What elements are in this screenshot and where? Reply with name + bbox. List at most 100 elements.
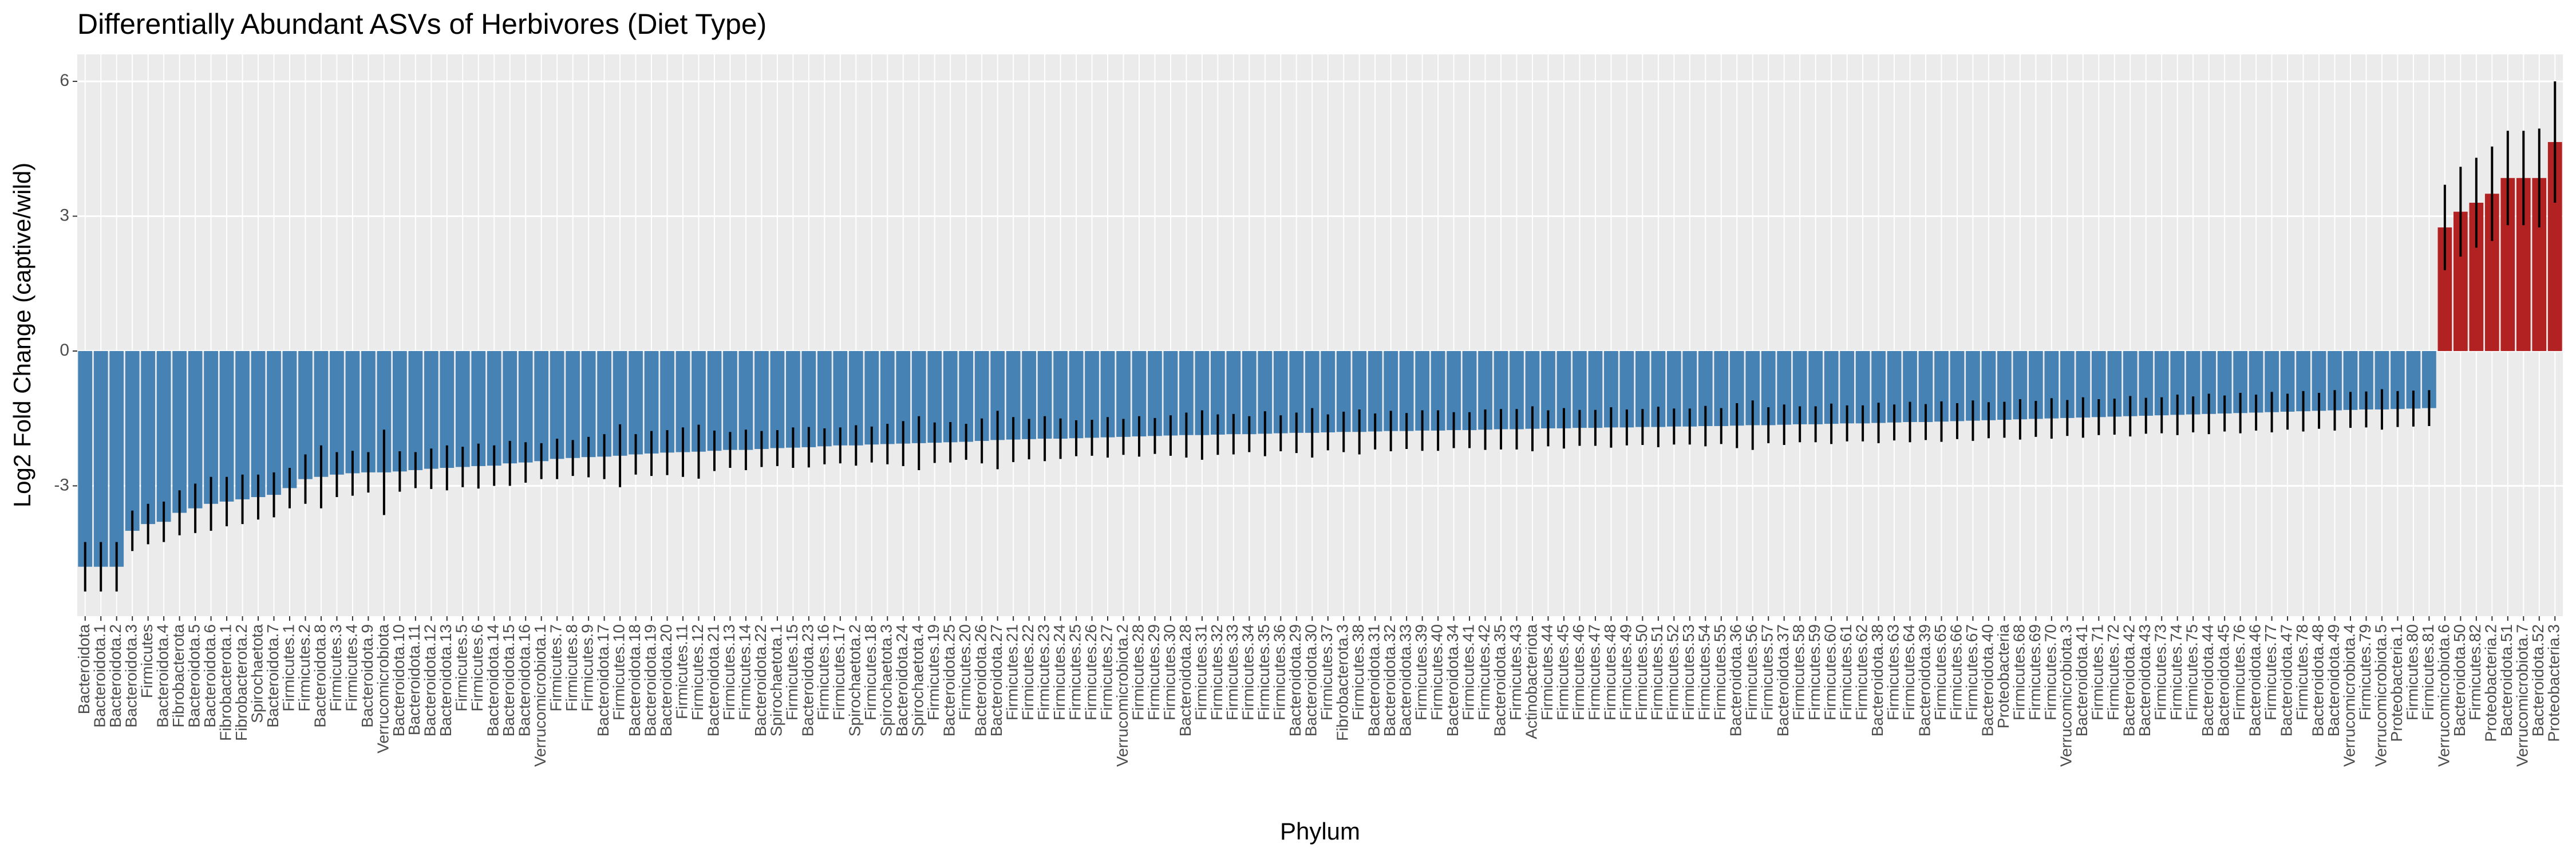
x-tick-label: Firmicutes.4 (342, 624, 360, 711)
x-tick-label: Bacteroidota.45 (2215, 624, 2233, 736)
x-tick-label: Spirochaetota.4 (909, 624, 927, 736)
grid (77, 54, 2563, 616)
x-tick-label: Firmicutes.5 (453, 624, 471, 711)
bar (78, 350, 93, 567)
y-tick-label: -3 (54, 475, 69, 494)
x-tick-label: Proteobacteria.1 (2388, 624, 2405, 742)
x-tick-label: Bacteroidota.24 (893, 624, 911, 736)
x-tick-label: Firmicutes.50 (1633, 624, 1650, 720)
x-tick-label: Bacteroidota.14 (484, 624, 502, 736)
x-tick-label: Bacteroidota.17 (594, 624, 612, 736)
x-tick-label: Firmicutes.26 (1082, 624, 1100, 720)
bar (534, 350, 549, 462)
x-tick-label: Bacteroidota.3 (123, 624, 140, 728)
bar (267, 350, 281, 495)
x-tick-label: Firmicutes.23 (1034, 624, 1052, 720)
x-tick-label: Firmicutes.60 (1822, 624, 1839, 720)
x-tick-label: Bacteroidota.34 (1444, 624, 1461, 736)
x-tick-label: Firmicutes.54 (1696, 624, 1713, 720)
x-tick-label: Firmicutes.14 (736, 624, 753, 720)
x-tick-label: Bacteroidota.20 (657, 624, 675, 736)
x-tick-label: Firmicutes.30 (1160, 624, 1178, 720)
x-tick-label: Verrucomicrobiota.6 (2435, 624, 2452, 767)
x-tick-label: Firmicutes.59 (1805, 624, 1823, 720)
x-tick-label: Firmicutes.19 (924, 624, 942, 720)
x-tick-label: Firmicutes.52 (1664, 624, 1682, 720)
x-tick-label: Bacteroidota.48 (2309, 624, 2326, 736)
x-tick-label: Firmicutes.46 (1570, 624, 1587, 720)
x-tick-label: Firmicutes.51 (1648, 624, 1666, 720)
x-tick-label: Bacteroidota.49 (2325, 624, 2342, 736)
x-tick-label: Firmicutes.24 (1050, 624, 1068, 720)
x-tick-label: Bacteroidota (75, 624, 93, 715)
x-tick-label: Firmicutes.13 (720, 624, 738, 720)
x-tick-label: Firmicutes.6 (468, 624, 486, 711)
x-tick-label: Firmicutes.3 (327, 624, 345, 711)
x-tick-label: Bacteroidota.11 (405, 624, 423, 735)
x-tick-label: Bacteroidota.35 (1491, 624, 1508, 736)
y-tick-label: 6 (60, 71, 69, 90)
x-tick-label: Firmicutes.36 (1271, 624, 1289, 720)
x-tick-label: Verrucomicrobiota.2 (1113, 624, 1131, 767)
x-tick-label: Bacteroidota.50 (2451, 624, 2468, 736)
x-tick-label: Firmicutes.61 (1837, 624, 1855, 720)
x-tick-label: Firmicutes.15 (783, 624, 801, 720)
x-tick-label: Bacteroidota.42 (2120, 624, 2138, 736)
x-tick-label: Spirochaetota (248, 624, 266, 723)
y-tick-label: 0 (60, 341, 69, 360)
bar (141, 350, 156, 525)
x-tick-label: Bacteroidota.16 (516, 624, 534, 736)
x-tick-label: Firmicutes.2 (295, 624, 313, 711)
x-tick-label: Firmicutes.22 (1019, 624, 1037, 720)
x-tick-label: Firmicutes.12 (689, 624, 706, 720)
x-tick-label: Firmicutes.27 (1097, 624, 1115, 720)
x-tick-label: Bacteroidota.31 (1365, 624, 1383, 736)
bar (109, 350, 124, 567)
x-tick-label: Spirochaetota.2 (846, 624, 864, 736)
x-tick-label: Bacteroidota.9 (358, 624, 376, 728)
x-tick-label: Firmicutes.53 (1680, 624, 1697, 720)
x-tick-label: Firmicutes.29 (1145, 624, 1163, 720)
x-tick-label: Firmicutes.44 (1538, 624, 1556, 720)
x-tick-label: Verrucomicrobiota.5 (2372, 624, 2389, 767)
x-tick-label: Firmicutes.28 (1129, 624, 1147, 720)
x-tick-label: Firmicutes.75 (2183, 624, 2201, 720)
x-tick-label: Bacteroidota.5 (185, 624, 203, 728)
x-tick-label: Firmicutes.49 (1617, 624, 1634, 720)
x-tick-label: Firmicutes.11 (673, 624, 690, 719)
x-tick-label: Bacteroidota.38 (1868, 624, 1886, 736)
x-tick-label: Firmicutes.42 (1475, 624, 1493, 720)
x-tick-label: Firmicutes.76 (2230, 624, 2248, 720)
x-tick-label: Bacteroidota.6 (201, 624, 219, 728)
x-tick-label: Bacteroidota.2 (106, 624, 124, 728)
x-tick-label: Spirochaetota.1 (767, 624, 785, 736)
x-tick-label: Bacteroidota.41 (2073, 624, 2091, 736)
bar (172, 350, 187, 513)
x-tick-label: Firmicutes.8 (563, 624, 580, 711)
y-tick-label: 3 (60, 206, 69, 224)
x-tick-label: Bacteroidota.25 (941, 624, 958, 736)
x-tick-label: Firmicutes.9 (579, 624, 596, 711)
x-tick-label: Bacteroidota.47 (2277, 624, 2295, 736)
x-tick-label: Bacteroidota.33 (1397, 624, 1415, 736)
x-tick-label: Bacteroidota.12 (421, 624, 439, 736)
x-tick-label: Bacteroidota.7 (264, 624, 282, 728)
x-tick-label: Firmicutes.38 (1349, 624, 1367, 720)
x-tick-label: Bacteroidota.51 (2498, 624, 2515, 736)
x-tick-label: Firmicutes.33 (1223, 624, 1241, 720)
x-tick-label: Firmicutes.64 (1900, 624, 1918, 720)
x-tick-label: Proteobacteria.3 (2545, 624, 2563, 742)
x-tick-label: Firmicutes.82 (2466, 624, 2484, 720)
x-tick-label: Verrucomicrobiota.1 (531, 624, 549, 767)
x-tick-label: Firmicutes.10 (610, 624, 627, 720)
x-axis-title: Phylum (1280, 818, 1360, 845)
x-tick-label: Bacteroidota.10 (390, 624, 408, 736)
x-tick-label: Firmicutes.1 (279, 624, 297, 711)
bar (156, 350, 171, 522)
x-tick-label: Bacteroidota.23 (799, 624, 816, 736)
x-tick-label: Firmicutes.65 (1931, 624, 1949, 720)
x-tick-label: Firmicutes.48 (1601, 624, 1619, 720)
x-tick-label: Verrucomicrobiota (374, 624, 392, 754)
x-tick-label: Firmicutes.79 (2356, 624, 2374, 720)
